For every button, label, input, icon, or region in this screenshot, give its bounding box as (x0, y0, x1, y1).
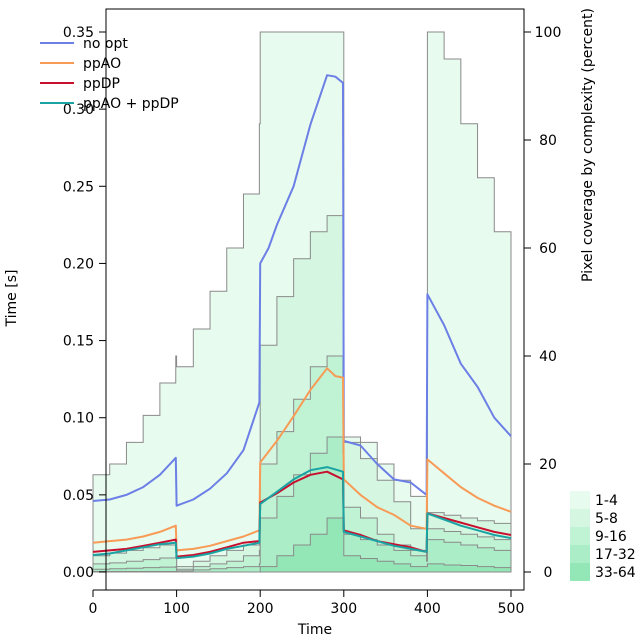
y-tick-label: 0.10 (63, 411, 94, 427)
x-tick-label: 100 (163, 601, 190, 617)
y-tick-label: 0.20 (63, 256, 94, 272)
legend-label: ppAO (83, 56, 121, 72)
y-tick-label: 0.35 (63, 25, 94, 41)
y-axis-title: Time [s] (4, 270, 20, 328)
band-legend-swatch (570, 545, 590, 563)
y2-tick-label: 20 (539, 457, 557, 473)
legend-label: ppDP (83, 76, 120, 92)
coverage-band-17-32 (92, 436, 512, 573)
band-legend-swatch (570, 563, 590, 581)
y2-tick-label: 60 (539, 241, 557, 257)
x-tick-label: 500 (498, 601, 525, 617)
x-axis-title: Time (297, 622, 332, 638)
legend-label: ppAO + ppDP (83, 96, 179, 112)
band-legend-swatch (570, 527, 590, 545)
y-tick-label: 0.00 (63, 565, 94, 581)
x-tick-label: 300 (330, 601, 357, 617)
y2-tick-label: 100 (535, 25, 562, 41)
x-tick-label: 0 (89, 601, 98, 617)
y-tick-label: 0.30 (63, 102, 94, 118)
legend-label: no opt (83, 36, 128, 52)
band-legend-swatch (570, 509, 590, 527)
y2-axis-title: Pixel coverage by complexity (percent) (580, 8, 596, 282)
y2-tick-label: 0 (544, 565, 553, 581)
y-axis: 0.00 0.05 0.10 0.15 0.20 0.25 0.30 0.35 (63, 25, 107, 581)
series-legend: no opt ppAO ppDP ppAO + ppDP (40, 36, 179, 112)
x-axis: 0 100 200 300 400 500 (89, 589, 525, 617)
complexity-legend: 1-4 5-8 9-16 17-32 33-64 (570, 491, 636, 581)
y2-tick-label: 80 (539, 133, 557, 149)
band-legend-label: 17-32 (595, 547, 636, 563)
coverage-bands (92, 31, 512, 573)
band-legend-swatch (570, 491, 590, 509)
y2-tick-label: 40 (539, 349, 557, 365)
band-legend-label: 9-16 (595, 529, 627, 545)
x-tick-label: 400 (414, 601, 441, 617)
y-tick-label: 0.25 (63, 179, 94, 195)
series-line-no-opt (92, 74, 512, 507)
series-lines (92, 74, 512, 560)
band-legend-label: 5-8 (595, 511, 618, 527)
series-line-ppao-ppdp (92, 466, 512, 560)
y2-axis: 0 20 40 60 80 100 (523, 25, 562, 581)
band-legend-label: 1-4 (595, 493, 618, 509)
series-line-ppao (92, 367, 512, 552)
y-tick-label: 0.15 (63, 334, 94, 350)
band-legend-label: 33-64 (595, 565, 636, 581)
x-tick-label: 200 (247, 601, 274, 617)
y-tick-label: 0.05 (63, 488, 94, 504)
